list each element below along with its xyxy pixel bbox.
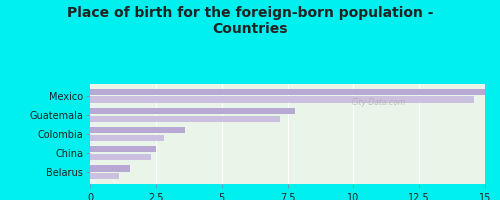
Bar	[90, 108, 296, 114]
Bar	[90, 135, 164, 141]
Bar	[90, 89, 485, 95]
Bar	[90, 165, 130, 172]
Bar	[90, 116, 280, 122]
Text: City-Data.com: City-Data.com	[351, 98, 406, 107]
Bar	[90, 96, 474, 103]
Bar	[90, 146, 156, 152]
Bar	[90, 127, 185, 133]
Bar	[90, 154, 150, 160]
Text: Place of birth for the foreign-born population -
Countries: Place of birth for the foreign-born popu…	[67, 6, 433, 36]
Bar	[90, 173, 119, 179]
